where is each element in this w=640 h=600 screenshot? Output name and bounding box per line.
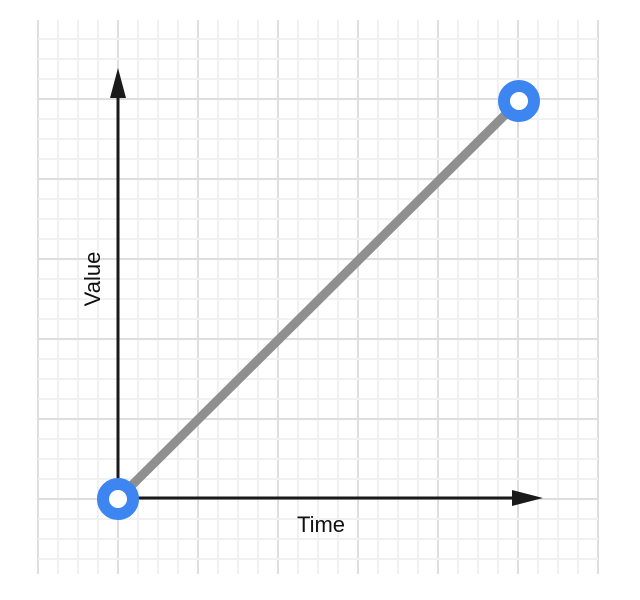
x-axis-label: Time bbox=[297, 512, 345, 537]
x-axis-arrowhead bbox=[512, 490, 543, 506]
end-point[interactable] bbox=[498, 80, 540, 122]
start-point[interactable] bbox=[97, 478, 139, 520]
y-axis-arrowhead bbox=[110, 68, 126, 98]
y-axis-label: Value bbox=[80, 252, 105, 307]
grid bbox=[37, 20, 599, 574]
trend-line bbox=[114, 97, 523, 503]
